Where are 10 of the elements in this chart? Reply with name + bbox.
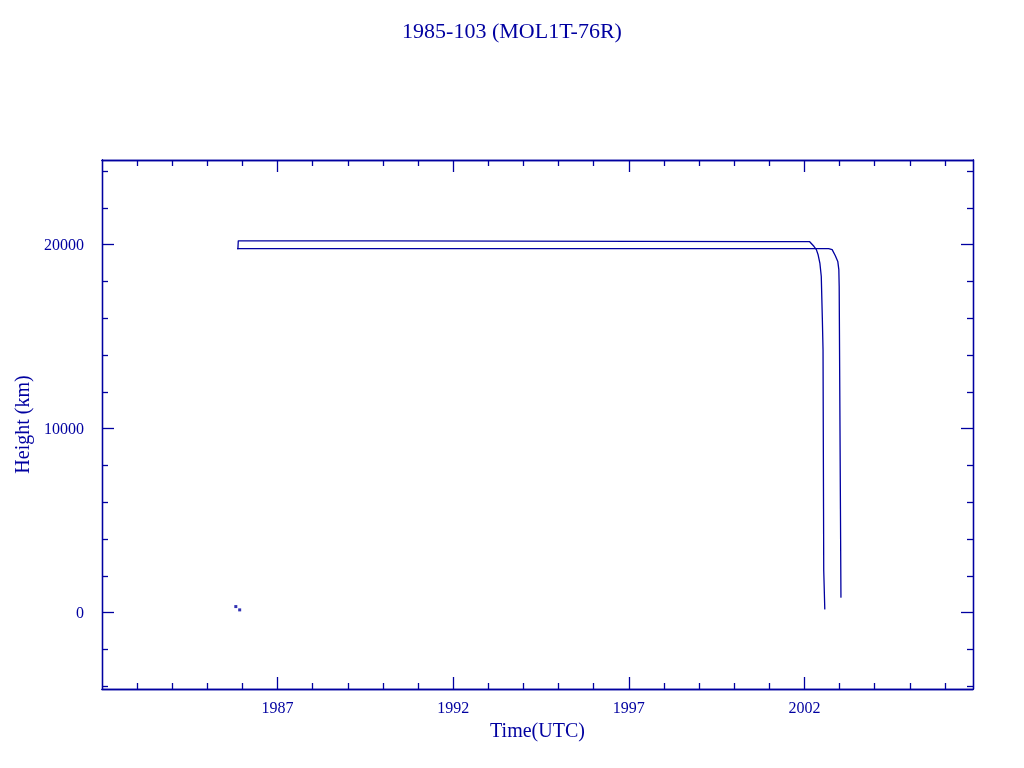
y-tick-label: 0 bbox=[76, 604, 84, 622]
x-axis-title: Time(UTC) bbox=[490, 718, 585, 742]
x-tick-label: 1997 bbox=[612, 698, 645, 716]
x-tick-label: 2002 bbox=[788, 698, 821, 716]
y-tick-label: 20000 bbox=[44, 236, 84, 254]
x-tick-label: 1992 bbox=[437, 698, 470, 716]
x-tick-label: 1987 bbox=[261, 698, 294, 716]
y-axis-title: Height (km) bbox=[11, 375, 34, 474]
chart-title: 1985-103 (MOL1T-76R) bbox=[402, 17, 622, 43]
y-tick-label: 10000 bbox=[44, 420, 84, 438]
